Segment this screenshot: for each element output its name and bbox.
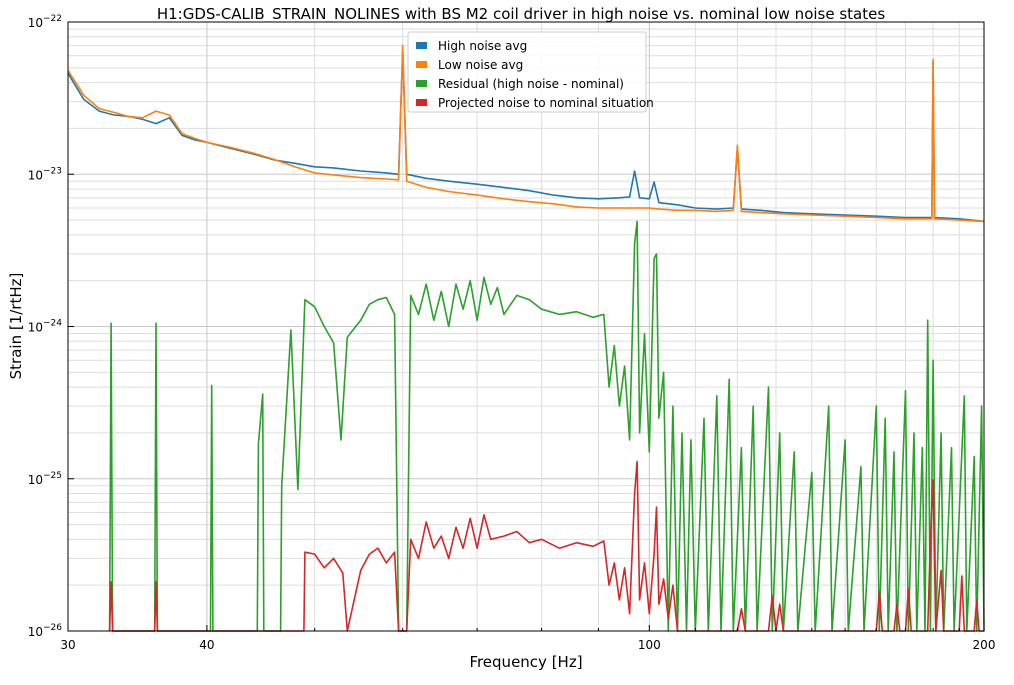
y-tick-label: 10−24 [28, 319, 63, 335]
legend-swatch-1 [416, 61, 427, 68]
axis-ticks: 30 40 100 200 10−26 10−25 10−24 10−23 10−22 [28, 14, 996, 652]
legend-label-1: Low noise avg [438, 58, 523, 72]
chart-title: H1:GDS-CALIB_STRAIN_NOLINES with BS M2 c… [157, 5, 886, 24]
legend-label-2: Residual (high noise - nominal) [438, 77, 624, 91]
y-tick-label: 10−26 [28, 623, 63, 639]
y-tick-label: 10−22 [28, 14, 62, 30]
legend: High noise avg Low noise avg Residual (hig… [407, 31, 654, 113]
legend-swatch-0 [416, 42, 427, 49]
legend-swatch-2 [416, 80, 427, 87]
y-tick-label: 10−25 [28, 471, 62, 487]
x-tick-label: 100 [638, 638, 661, 652]
x-tick-label: 30 [60, 638, 75, 652]
series-line-1 [67, 44, 985, 223]
legend-label-3: Projected noise to nominal situation [438, 96, 654, 110]
series-line-2 [108, 220, 985, 632]
legend-label-0: High noise avg [438, 39, 527, 53]
y-axis-label: Strain [1/rtHz] [7, 273, 25, 380]
series-line-3 [108, 460, 984, 632]
y-tick-label: 10−23 [28, 166, 62, 182]
x-tick-label: 40 [199, 638, 214, 652]
grid [67, 22, 985, 632]
legend-swatch-3 [416, 99, 427, 106]
x-tick-label: 200 [973, 638, 996, 652]
series-group [67, 44, 985, 632]
legend-box [407, 31, 647, 113]
x-axis-label: Frequency [Hz] [469, 653, 582, 671]
series-line-0 [67, 49, 985, 223]
